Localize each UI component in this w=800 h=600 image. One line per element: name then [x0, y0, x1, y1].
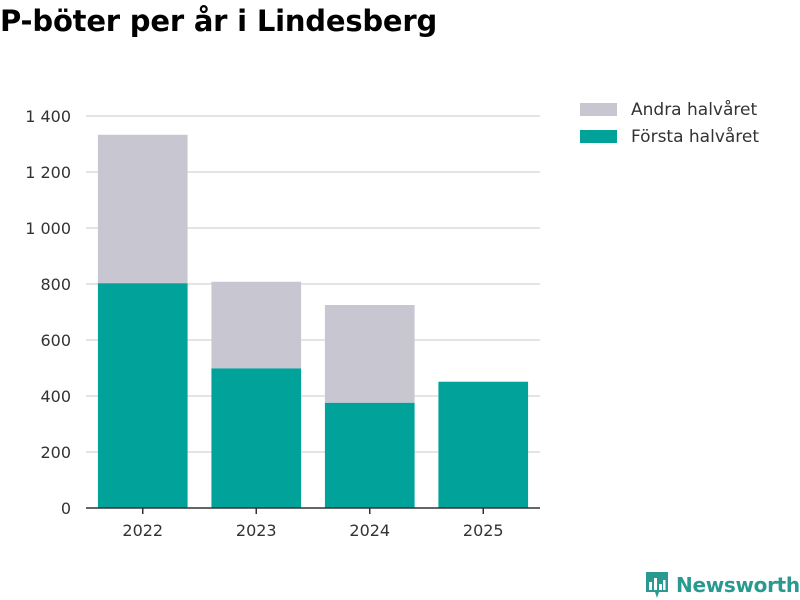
- bar-2023-andra-halvaret[interactable]: [211, 281, 302, 369]
- legend-item-forsta-halvaret[interactable]: Första halvåret: [580, 123, 759, 150]
- x-axis-ticks: 2022 2023 2024 2025: [122, 508, 504, 540]
- y-axis-ticks: 0 200 400 600 800 1 000 1 200 1 400: [25, 107, 71, 518]
- newsworthy-icon: [646, 572, 668, 598]
- bar-2022-forsta-halvaret[interactable]: [97, 283, 188, 508]
- x-tick-label: 2022: [122, 521, 163, 540]
- bar-2024-forsta-halvaret[interactable]: [324, 402, 415, 508]
- newsworthy-logo[interactable]: Newsworthy: [644, 570, 800, 600]
- legend-item-andra-halvaret[interactable]: Andra halvåret: [580, 96, 759, 123]
- x-tick-label: 2025: [463, 521, 504, 540]
- brand-name: Newsworthy: [676, 573, 800, 597]
- y-tick-label: 400: [40, 387, 71, 406]
- x-tick-label: 2023: [236, 521, 277, 540]
- legend-label: Andra halvåret: [631, 99, 758, 120]
- y-tick-label: 1 200: [25, 163, 71, 182]
- y-tick-label: 1 400: [25, 107, 71, 126]
- y-tick-label: 200: [40, 443, 71, 462]
- bar-2022-andra-halvaret[interactable]: [97, 134, 188, 284]
- x-tick-label: 2024: [349, 521, 390, 540]
- bar-2024-andra-halvaret[interactable]: [324, 305, 415, 403]
- y-tick-label: 600: [40, 331, 71, 350]
- bar-2025-forsta-halvaret[interactable]: [438, 381, 529, 508]
- y-tick-label: 1 000: [25, 219, 71, 238]
- legend: Andra halvåret Första halvåret: [580, 96, 759, 150]
- chart-title: P-böter per år i Lindesberg: [0, 4, 438, 38]
- bars: [97, 134, 529, 508]
- legend-swatch: [580, 130, 617, 143]
- y-tick-label: 800: [40, 275, 71, 294]
- legend-label: Första halvåret: [631, 126, 760, 147]
- legend-swatch: [580, 103, 617, 116]
- y-tick-label: 0: [61, 499, 71, 518]
- bar-2023-forsta-halvaret[interactable]: [211, 368, 302, 508]
